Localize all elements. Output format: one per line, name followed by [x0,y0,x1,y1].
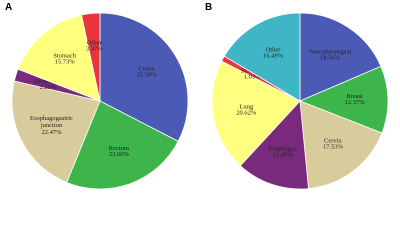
pie-slice [299,100,383,190]
slice-label: Lung [239,104,253,111]
slice-label: Cervix [324,138,342,145]
pie-slice [81,12,101,102]
slice-label: Stomach [53,52,76,59]
slice-value-label: 17.53% [323,144,344,151]
pie-slice [211,60,301,167]
slice-value-label: 1.03% [244,74,261,81]
panel-label: B [205,2,212,13]
slice-value-label: 15.73% [55,58,76,65]
slice-label: Rectum [109,145,129,152]
slice-label: Esophagus [34,78,63,85]
pie-slice [11,80,101,183]
pie-slice [17,14,101,102]
slice-label: Colon [139,66,156,73]
slice-value-label: 16.49% [263,53,284,60]
slice-value-label: 13.40% [273,152,294,159]
pie-slice [66,100,179,190]
slice-value-label: 32.58% [137,72,158,79]
pie-slice [239,100,309,190]
slice-label: Esophagogastric junction [30,115,73,129]
slice-value-label: 18.56% [320,54,341,61]
slice-value-label: 3.37% [86,46,103,53]
pie-slice [99,12,189,142]
pie-slice [223,12,301,102]
slice-label: Esophagus [269,146,298,153]
slice-label: Other [87,40,103,47]
slice-value-label: 12.37% [345,99,366,106]
pie-slice [298,65,389,134]
slice-value-label: 23.60% [109,151,130,158]
slice-label: Other [266,47,282,54]
panel-label: A [5,2,12,13]
slice-value-label: 2.25% [39,84,56,91]
pie-slice [299,12,382,102]
slice-value-label: 22.47% [41,129,62,136]
slice-label: Breast [346,93,363,100]
slice-label: Nasopharyngeal [309,48,351,55]
slice-value-label: 20.62% [236,110,257,117]
